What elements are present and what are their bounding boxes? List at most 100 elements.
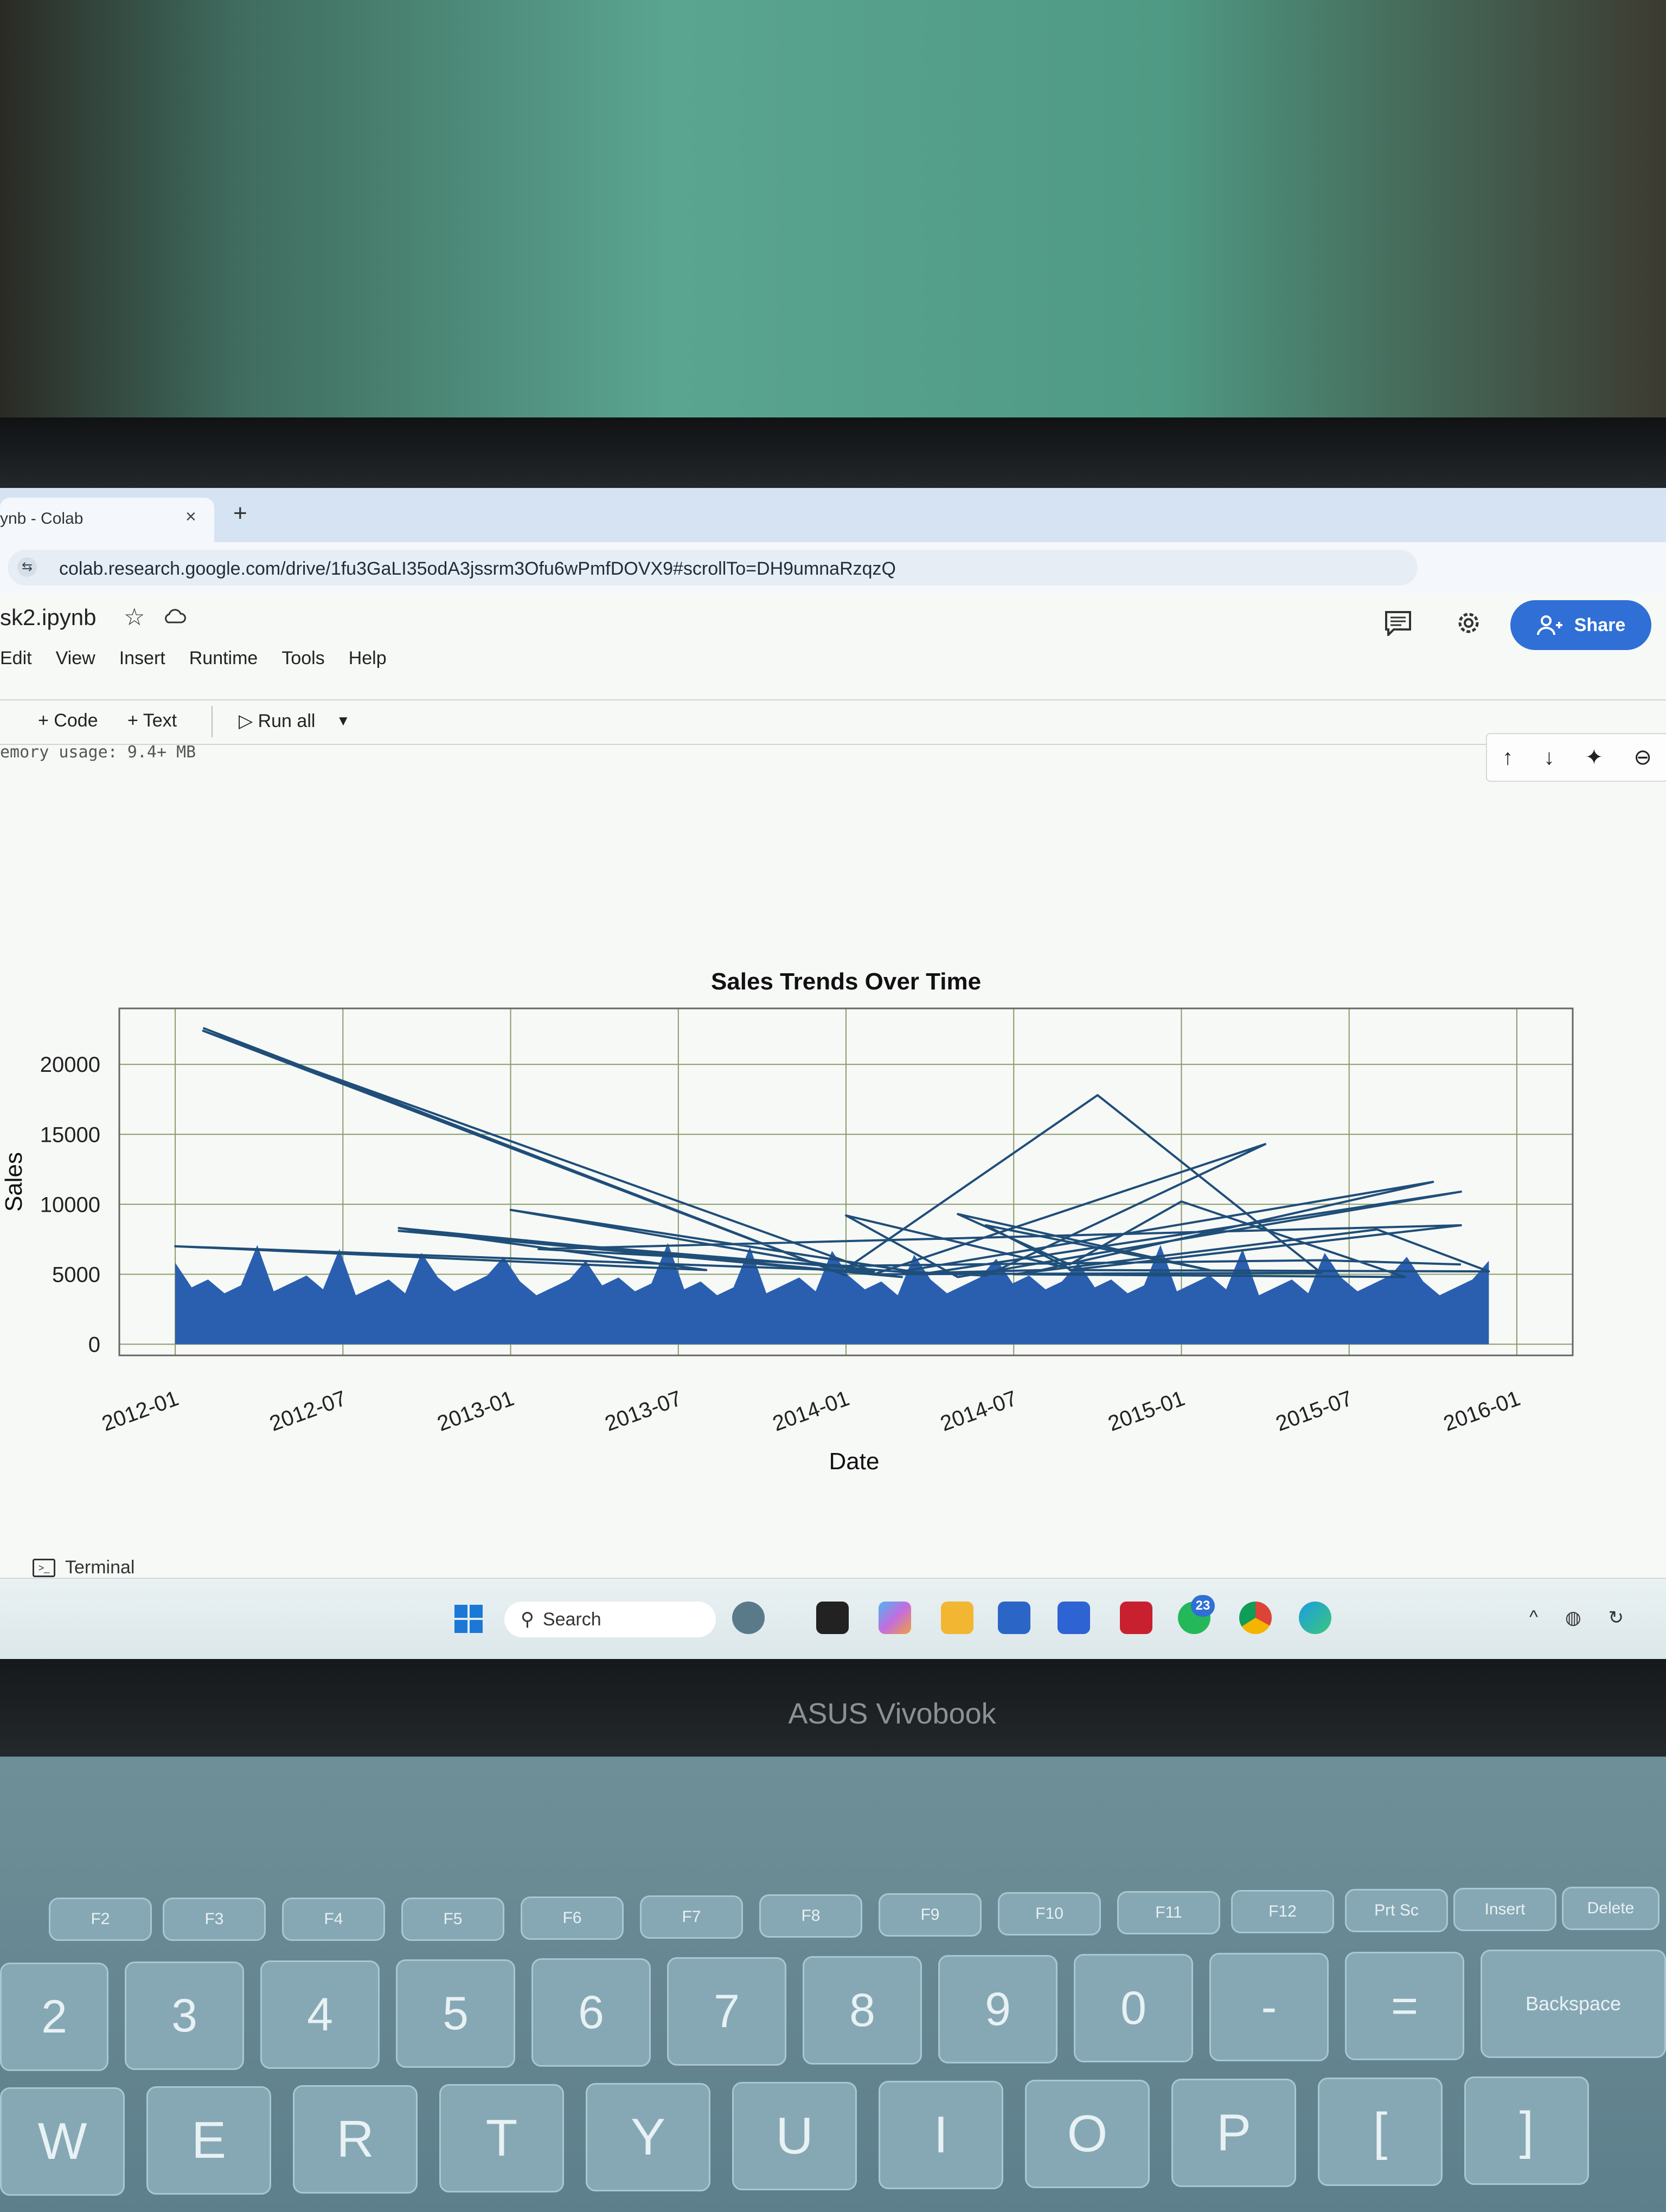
x-tick-label: 2014-01 [770,1386,853,1436]
key-right-bracket: ] [1464,2076,1589,2185]
y-tick-label: 20000 [40,1053,100,1077]
tray-sync-icon[interactable]: ↻ [1608,1607,1624,1628]
windows-taskbar: ⚲ Search 23 ^ ◍ ↻ [0,1578,1666,1659]
copilot-icon[interactable] [879,1602,911,1634]
star-icon[interactable]: ☆ [124,604,145,631]
url-text: colab.research.google.com/drive/1fu3GaLI… [59,558,896,579]
menu-insert[interactable]: Insert [119,648,165,668]
key-f12: F12 [1231,1890,1334,1933]
browser-tab-strip: ynb - Colab × + [0,488,1666,542]
add-code-button[interactable]: + Code [38,710,98,731]
key-f3: F3 [163,1898,266,1941]
move-cell-up-icon[interactable]: ↑ [1502,745,1514,769]
task-view-icon[interactable] [816,1602,849,1634]
memory-usage-output: emory usage: 9.4+ MB [0,743,196,762]
notebook-toolbar: + Code + Text ▷ Run all ▼ [0,699,1666,745]
x-tick-label: 2012-07 [266,1386,349,1436]
colab-header: sk2.ipynb ☆ Edit View Insert Runtime Too… [0,594,1666,702]
key-6: 6 [531,1958,651,2067]
key-f9: F9 [879,1893,982,1937]
lower-bezel [0,1659,1666,1757]
key-2: 2 [0,1963,108,2071]
top-bezel [0,417,1666,876]
menu-edit[interactable]: Edit [0,648,32,668]
key-equals: = [1345,1952,1464,2060]
edge-icon[interactable] [1299,1602,1331,1634]
menu-view[interactable]: View [55,648,95,668]
key-w: W [0,2087,125,2196]
key-4: 4 [260,1960,380,2069]
key-o: O [1025,2080,1150,2188]
store-icon[interactable] [998,1602,1030,1634]
link-cell-icon[interactable]: ⊖ [1633,745,1652,769]
share-button[interactable]: Share [1510,600,1651,650]
key-u: U [732,2082,857,2190]
key-e: E [146,2086,271,2195]
move-cell-down-icon[interactable]: ↓ [1543,745,1555,769]
key-i: I [879,2081,1003,2189]
run-all-button[interactable]: ▷ Run all [239,711,316,731]
tab-close-icon[interactable]: × [185,506,196,527]
key-backspace: Backspace [1481,1950,1666,2058]
chrome-icon[interactable] [1239,1602,1272,1634]
sales-series-line [174,1027,1490,1278]
cell-action-bar: ↑ ↓ ✦ ⊖ [1486,733,1666,782]
y-tick-label: 5000 [52,1263,100,1287]
key-delete: Delete [1562,1887,1659,1930]
add-text-button[interactable]: + Text [127,710,177,731]
key-f7: F7 [640,1895,743,1939]
search-label: Search [542,1609,601,1630]
x-tick-label: 2013-01 [434,1386,517,1436]
key-prtsc: Prt Sc [1345,1889,1448,1932]
url-field[interactable]: ⇆ colab.research.google.com/drive/1fu3Ga… [8,550,1418,586]
keyboard: F2 F3 F4 F5 F6 F7 F8 F9 F10 F11 F12 Prt … [0,1757,1666,2212]
menu-bar: Edit View Insert Runtime Tools Help [0,648,387,669]
browser-tab[interactable]: ynb - Colab × [0,498,214,542]
mcafee-vpn-icon[interactable] [1058,1602,1090,1634]
x-tick-label: 2014-07 [937,1386,1020,1436]
sales-dense-area [175,1243,1489,1345]
windows-start-icon[interactable] [453,1604,484,1634]
share-people-icon [1536,615,1562,635]
comment-icon[interactable] [1384,610,1412,636]
notebook-name[interactable]: sk2.ipynb [0,605,97,630]
laptop-screen: ynb - Colab × + ⇆ colab.research.google.… [0,488,1666,1659]
key-r: R [293,2085,418,2194]
share-label: Share [1574,614,1626,635]
y-tick-label: 10000 [40,1193,100,1217]
tray-overflow-icon[interactable]: ^ [1529,1607,1538,1628]
file-explorer-icon[interactable] [941,1602,973,1634]
x-axis-label: Date [829,1448,880,1475]
menu-runtime[interactable]: Runtime [189,648,258,668]
search-icon: ⚲ [521,1609,534,1630]
widgets-app-icon[interactable] [732,1602,765,1634]
tray-app-icon[interactable]: ◍ [1565,1607,1581,1628]
key-f4: F4 [282,1898,385,1941]
site-settings-icon[interactable]: ⇆ [17,557,37,577]
key-f10: F10 [998,1892,1101,1935]
mcafee-icon[interactable] [1120,1602,1152,1634]
terminal-button[interactable]: >_ Terminal [33,1557,134,1578]
terminal-label: Terminal [65,1557,135,1578]
menu-help[interactable]: Help [348,648,387,668]
menu-tools[interactable]: Tools [281,648,325,668]
cloud-icon [165,609,186,623]
key-y: Y [586,2083,710,2191]
system-tray: ^ ◍ ↻ [1529,1607,1624,1629]
key-5: 5 [396,1959,515,2068]
y-axis-label: Sales [1,1152,27,1212]
key-left-bracket: [ [1318,2078,1443,2186]
toolbar-divider [212,706,213,737]
key-p: P [1171,2079,1296,2187]
x-tick-label: 2015-01 [1105,1386,1188,1436]
taskbar-search[interactable]: ⚲ Search [504,1602,716,1637]
gear-icon[interactable] [1453,608,1484,638]
address-bar: ⇆ colab.research.google.com/drive/1fu3Ga… [0,542,1666,594]
run-all-dropdown-icon[interactable]: ▼ [336,712,350,729]
key-7: 7 [667,1957,786,2066]
key-minus: - [1209,1953,1329,2061]
gemini-sparkle-icon[interactable]: ✦ [1585,745,1604,769]
new-tab-button[interactable]: + [233,500,247,526]
background-wall [0,0,1666,423]
key-0: 0 [1074,1954,1193,2062]
